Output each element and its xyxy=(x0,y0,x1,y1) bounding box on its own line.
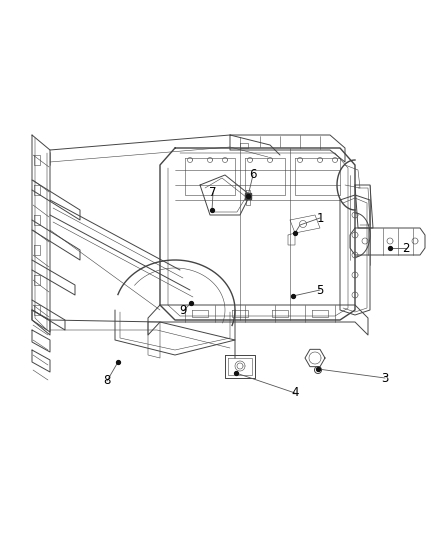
Text: 6: 6 xyxy=(249,168,257,182)
Text: 9: 9 xyxy=(179,304,187,318)
Text: 4: 4 xyxy=(291,386,299,400)
Text: 5: 5 xyxy=(316,284,324,296)
Text: 3: 3 xyxy=(381,372,389,384)
Text: 7: 7 xyxy=(209,187,217,199)
Text: 1: 1 xyxy=(316,212,324,224)
Text: 2: 2 xyxy=(402,241,410,254)
Text: 8: 8 xyxy=(103,375,111,387)
